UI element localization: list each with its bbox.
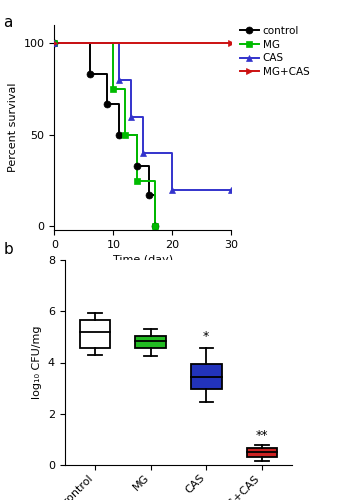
Bar — [191, 364, 222, 390]
Legend: control, MG, CAS, MG+CAS: control, MG, CAS, MG+CAS — [240, 26, 310, 77]
Y-axis label: Percent survival: Percent survival — [8, 82, 18, 172]
Bar — [246, 448, 277, 458]
Text: **: ** — [256, 429, 268, 442]
Bar — [80, 320, 110, 348]
X-axis label: Time (day): Time (day) — [113, 256, 173, 266]
Text: *: * — [203, 330, 209, 344]
Text: b: b — [3, 242, 13, 258]
Text: a: a — [3, 15, 13, 30]
Y-axis label: log₁₀ CFU/mg: log₁₀ CFU/mg — [32, 326, 42, 399]
Bar — [135, 336, 166, 348]
